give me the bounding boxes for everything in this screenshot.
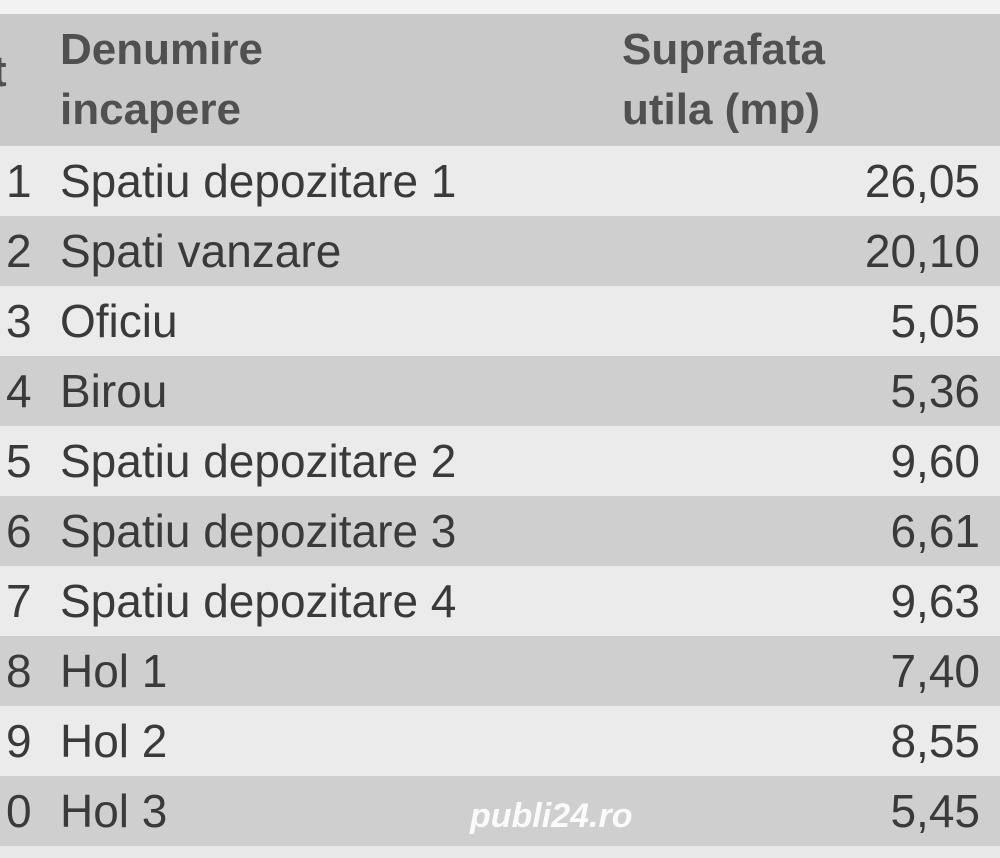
cell-area: 20,10 [864, 225, 980, 277]
cell-area: 5,05 [890, 295, 980, 347]
cell-nr: 0 [6, 785, 32, 837]
cell-name: Spatiu depozitare 3 [60, 505, 457, 557]
table-row: 4 Birou 5,36 [0, 356, 1000, 426]
cell-nr: 4 [6, 365, 32, 417]
cell-area: 7,40 [890, 645, 980, 697]
cell-area: 26,05 [864, 155, 980, 207]
cell-nr: 5 [6, 435, 32, 487]
table-row: 9 Hol 2 8,55 [0, 706, 1000, 776]
header-name: Denumire incapere [60, 20, 263, 140]
table-row: 0 Hol 3 5,45 [0, 776, 1000, 846]
table-row: 7 Spatiu depozitare 4 9,63 [0, 566, 1000, 636]
cell-area: 8,55 [890, 715, 980, 767]
table-header: t Denumire incapere Suprafata utila (mp) [0, 14, 1000, 146]
table-row: 2 Spati vanzare 20,10 [0, 216, 1000, 286]
cell-name: Hol 1 [60, 645, 168, 697]
cell-area: 5,36 [890, 365, 980, 417]
cell-name: Spatiu depozitare 1 [60, 155, 457, 207]
cell-name: Birou [60, 365, 168, 417]
table-row: 3 Oficiu 5,05 [0, 286, 1000, 356]
cell-nr: 1 [6, 155, 32, 207]
cell-nr: 3 [6, 295, 32, 347]
cell-area: 9,63 [890, 575, 980, 627]
header-name-line1: Denumire [60, 25, 263, 74]
cell-nr: 6 [6, 505, 32, 557]
watermark-logo: publi24.ro [470, 797, 633, 835]
cell-name: Hol 2 [60, 715, 168, 767]
cell-nr: 2 [6, 225, 32, 277]
header-name-line2: incapere [60, 85, 241, 134]
table-row: 1 Spatiu depozitare 1 26,05 [0, 146, 1000, 216]
cell-name: Hol 3 [60, 785, 168, 837]
cell-nr: 8 [6, 645, 32, 697]
cell-nr: 9 [6, 715, 32, 767]
table-row: 5 Spatiu depozitare 2 9,60 [0, 426, 1000, 496]
table-row: 8 Hol 1 7,40 [0, 636, 1000, 706]
top-strip [0, 0, 1000, 14]
header-nr: t [0, 42, 7, 102]
cell-name: Spatiu depozitare 4 [60, 575, 457, 627]
cell-area: 9,60 [890, 435, 980, 487]
cell-area: 5,45 [890, 785, 980, 837]
cell-area: 6,61 [890, 505, 980, 557]
cell-name: Spati vanzare [60, 225, 342, 277]
header-area: Suprafata utila (mp) [622, 20, 825, 140]
header-area-line2: utila (mp) [622, 85, 820, 134]
table-row: 6 Spatiu depozitare 3 6,61 [0, 496, 1000, 566]
cell-nr: 7 [6, 575, 32, 627]
cell-name: Oficiu [60, 295, 178, 347]
header-area-line1: Suprafata [622, 25, 825, 74]
cell-name: Spatiu depozitare 2 [60, 435, 457, 487]
